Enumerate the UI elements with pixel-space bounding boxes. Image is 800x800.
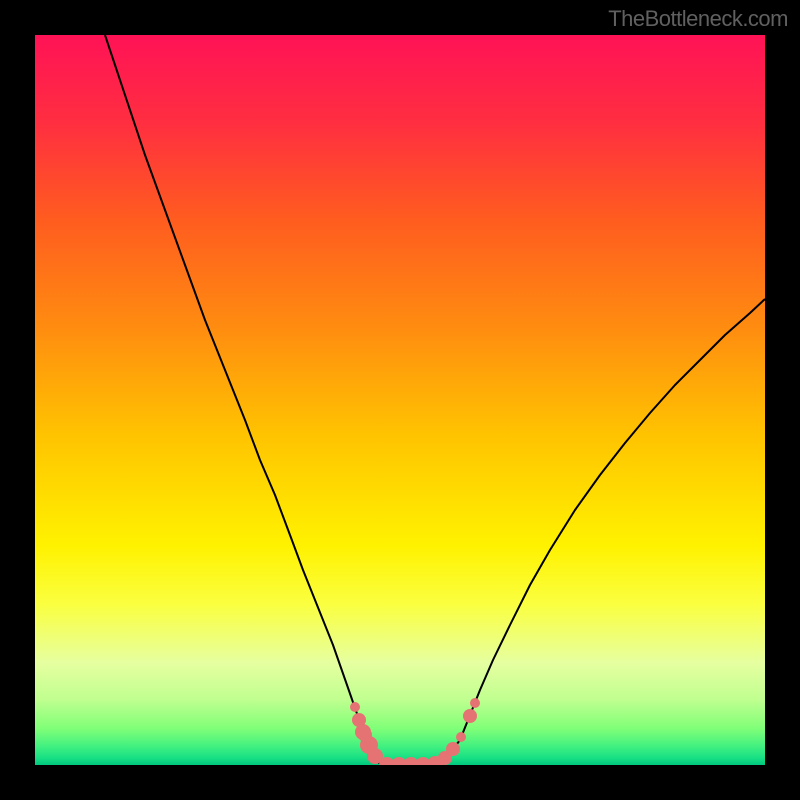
data-marker: [470, 698, 480, 708]
chart-svg: [35, 35, 765, 765]
data-marker: [446, 742, 460, 756]
chart-background: [35, 35, 765, 765]
data-marker: [350, 702, 360, 712]
data-marker: [456, 732, 466, 742]
data-marker: [463, 709, 477, 723]
watermark-text: TheBottleneck.com: [608, 6, 788, 32]
chart-plot-area: [35, 35, 765, 765]
